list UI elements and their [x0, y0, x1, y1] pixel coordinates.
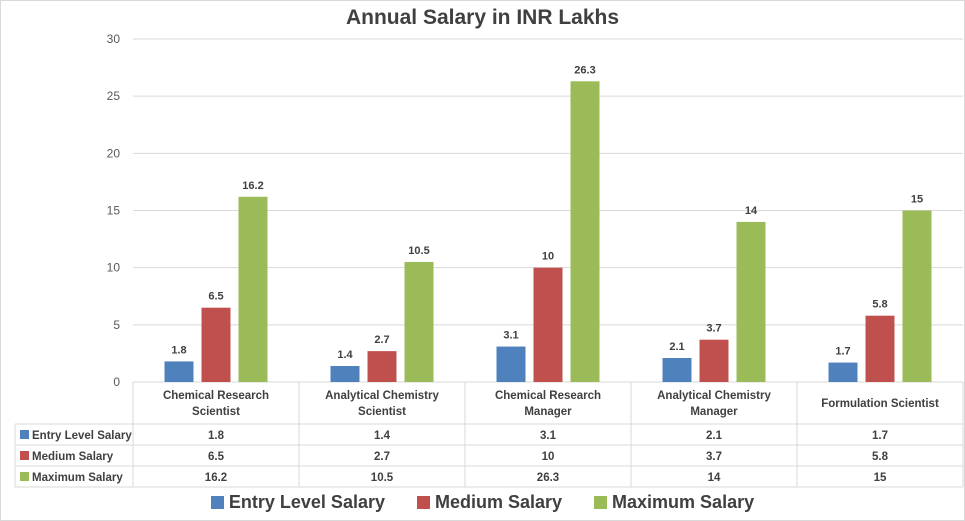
table-cell: 3.7: [706, 451, 722, 463]
category-label: Analytical Chemistry: [657, 390, 771, 402]
row-label: Entry Level Salary: [32, 430, 132, 442]
category-label: Scientist: [358, 406, 406, 418]
bar: [902, 210, 932, 382]
table-cell: 1.4: [374, 430, 391, 442]
data-label: 3.7: [706, 323, 721, 335]
legend-item: Entry Level Salary: [210, 492, 385, 513]
bar: [533, 267, 563, 382]
data-label: 10.5: [408, 245, 429, 257]
data-label: 2.1: [669, 341, 684, 353]
data-label: 16.2: [242, 180, 263, 192]
table-cell: 2.7: [374, 451, 390, 463]
category-label: Chemical Research: [495, 390, 601, 402]
data-label: 1.8: [171, 344, 186, 356]
row-legend-key: [20, 430, 29, 439]
table-cell: 26.3: [537, 472, 559, 484]
legend-swatch: [210, 496, 224, 509]
legend-swatch: [416, 496, 430, 509]
table-cell: 15: [874, 472, 887, 484]
data-label: 3.1: [503, 330, 518, 342]
bar: [699, 339, 729, 382]
row-label: Medium Salary: [32, 451, 114, 463]
row-legend-key: [20, 451, 29, 460]
bar: [736, 221, 766, 382]
data-label: 1.7: [835, 346, 850, 358]
row-legend-key: [20, 472, 29, 481]
category-label: Chemical Research: [163, 390, 269, 402]
table-cell: 3.1: [540, 430, 557, 442]
bar: [238, 196, 268, 382]
table-cell: 1.8: [208, 430, 225, 442]
table-cell: 10.5: [371, 472, 394, 484]
legend-label: Medium Salary: [434, 492, 563, 512]
chart-title: Annual Salary in INR Lakhs: [345, 6, 620, 29]
data-label: 2.7: [374, 334, 389, 346]
data-label: 14: [745, 205, 758, 217]
category-label: Scientist: [192, 406, 240, 418]
category-label: Analytical Chemistry: [325, 390, 439, 402]
data-label: 5.8: [872, 299, 887, 311]
row-label: Maximum Salary: [32, 472, 123, 484]
table-cell: 1.7: [872, 430, 888, 442]
legend-label: Maximum Salary: [612, 492, 755, 512]
data-label: 26.3: [574, 64, 595, 76]
bar: [828, 362, 858, 382]
table-cell: 16.2: [205, 472, 227, 484]
data-label: 1.4: [337, 349, 353, 361]
bar: [367, 351, 397, 382]
table-cell: 14: [708, 472, 721, 484]
category-label: Manager: [690, 406, 738, 418]
table-cell: 10: [542, 451, 555, 463]
y-tick-label: 20: [107, 146, 121, 160]
y-tick-label: 0: [113, 375, 120, 389]
category-label: Formulation Scientist: [821, 398, 939, 410]
bar: [496, 346, 526, 382]
legend-swatch: [594, 496, 608, 509]
bar: [164, 361, 194, 382]
legend-label: Entry Level Salary: [228, 492, 385, 512]
category-label: Manager: [524, 406, 572, 418]
data-label: 6.5: [208, 291, 223, 303]
legend-item: Medium Salary: [416, 492, 563, 513]
table-cell: 5.8: [872, 451, 889, 463]
bar: [201, 307, 231, 382]
bar: [865, 315, 895, 382]
table-cell: 6.5: [208, 451, 225, 463]
y-tick-label: 30: [107, 32, 121, 46]
data-label: 15: [911, 194, 923, 206]
bar: [330, 365, 360, 382]
y-tick-label: 10: [107, 261, 121, 275]
y-tick-label: 25: [107, 89, 121, 103]
data-label: 10: [542, 251, 554, 263]
y-tick-label: 5: [113, 318, 120, 332]
y-tick-label: 15: [107, 204, 121, 218]
legend-item: Maximum Salary: [594, 492, 754, 513]
bar: [404, 261, 434, 382]
table-cell: 2.1: [706, 430, 723, 442]
bar: [662, 357, 692, 382]
legend: Entry Level Salary Medium Salary Maximum S…: [0, 492, 965, 513]
bar: [570, 81, 600, 382]
